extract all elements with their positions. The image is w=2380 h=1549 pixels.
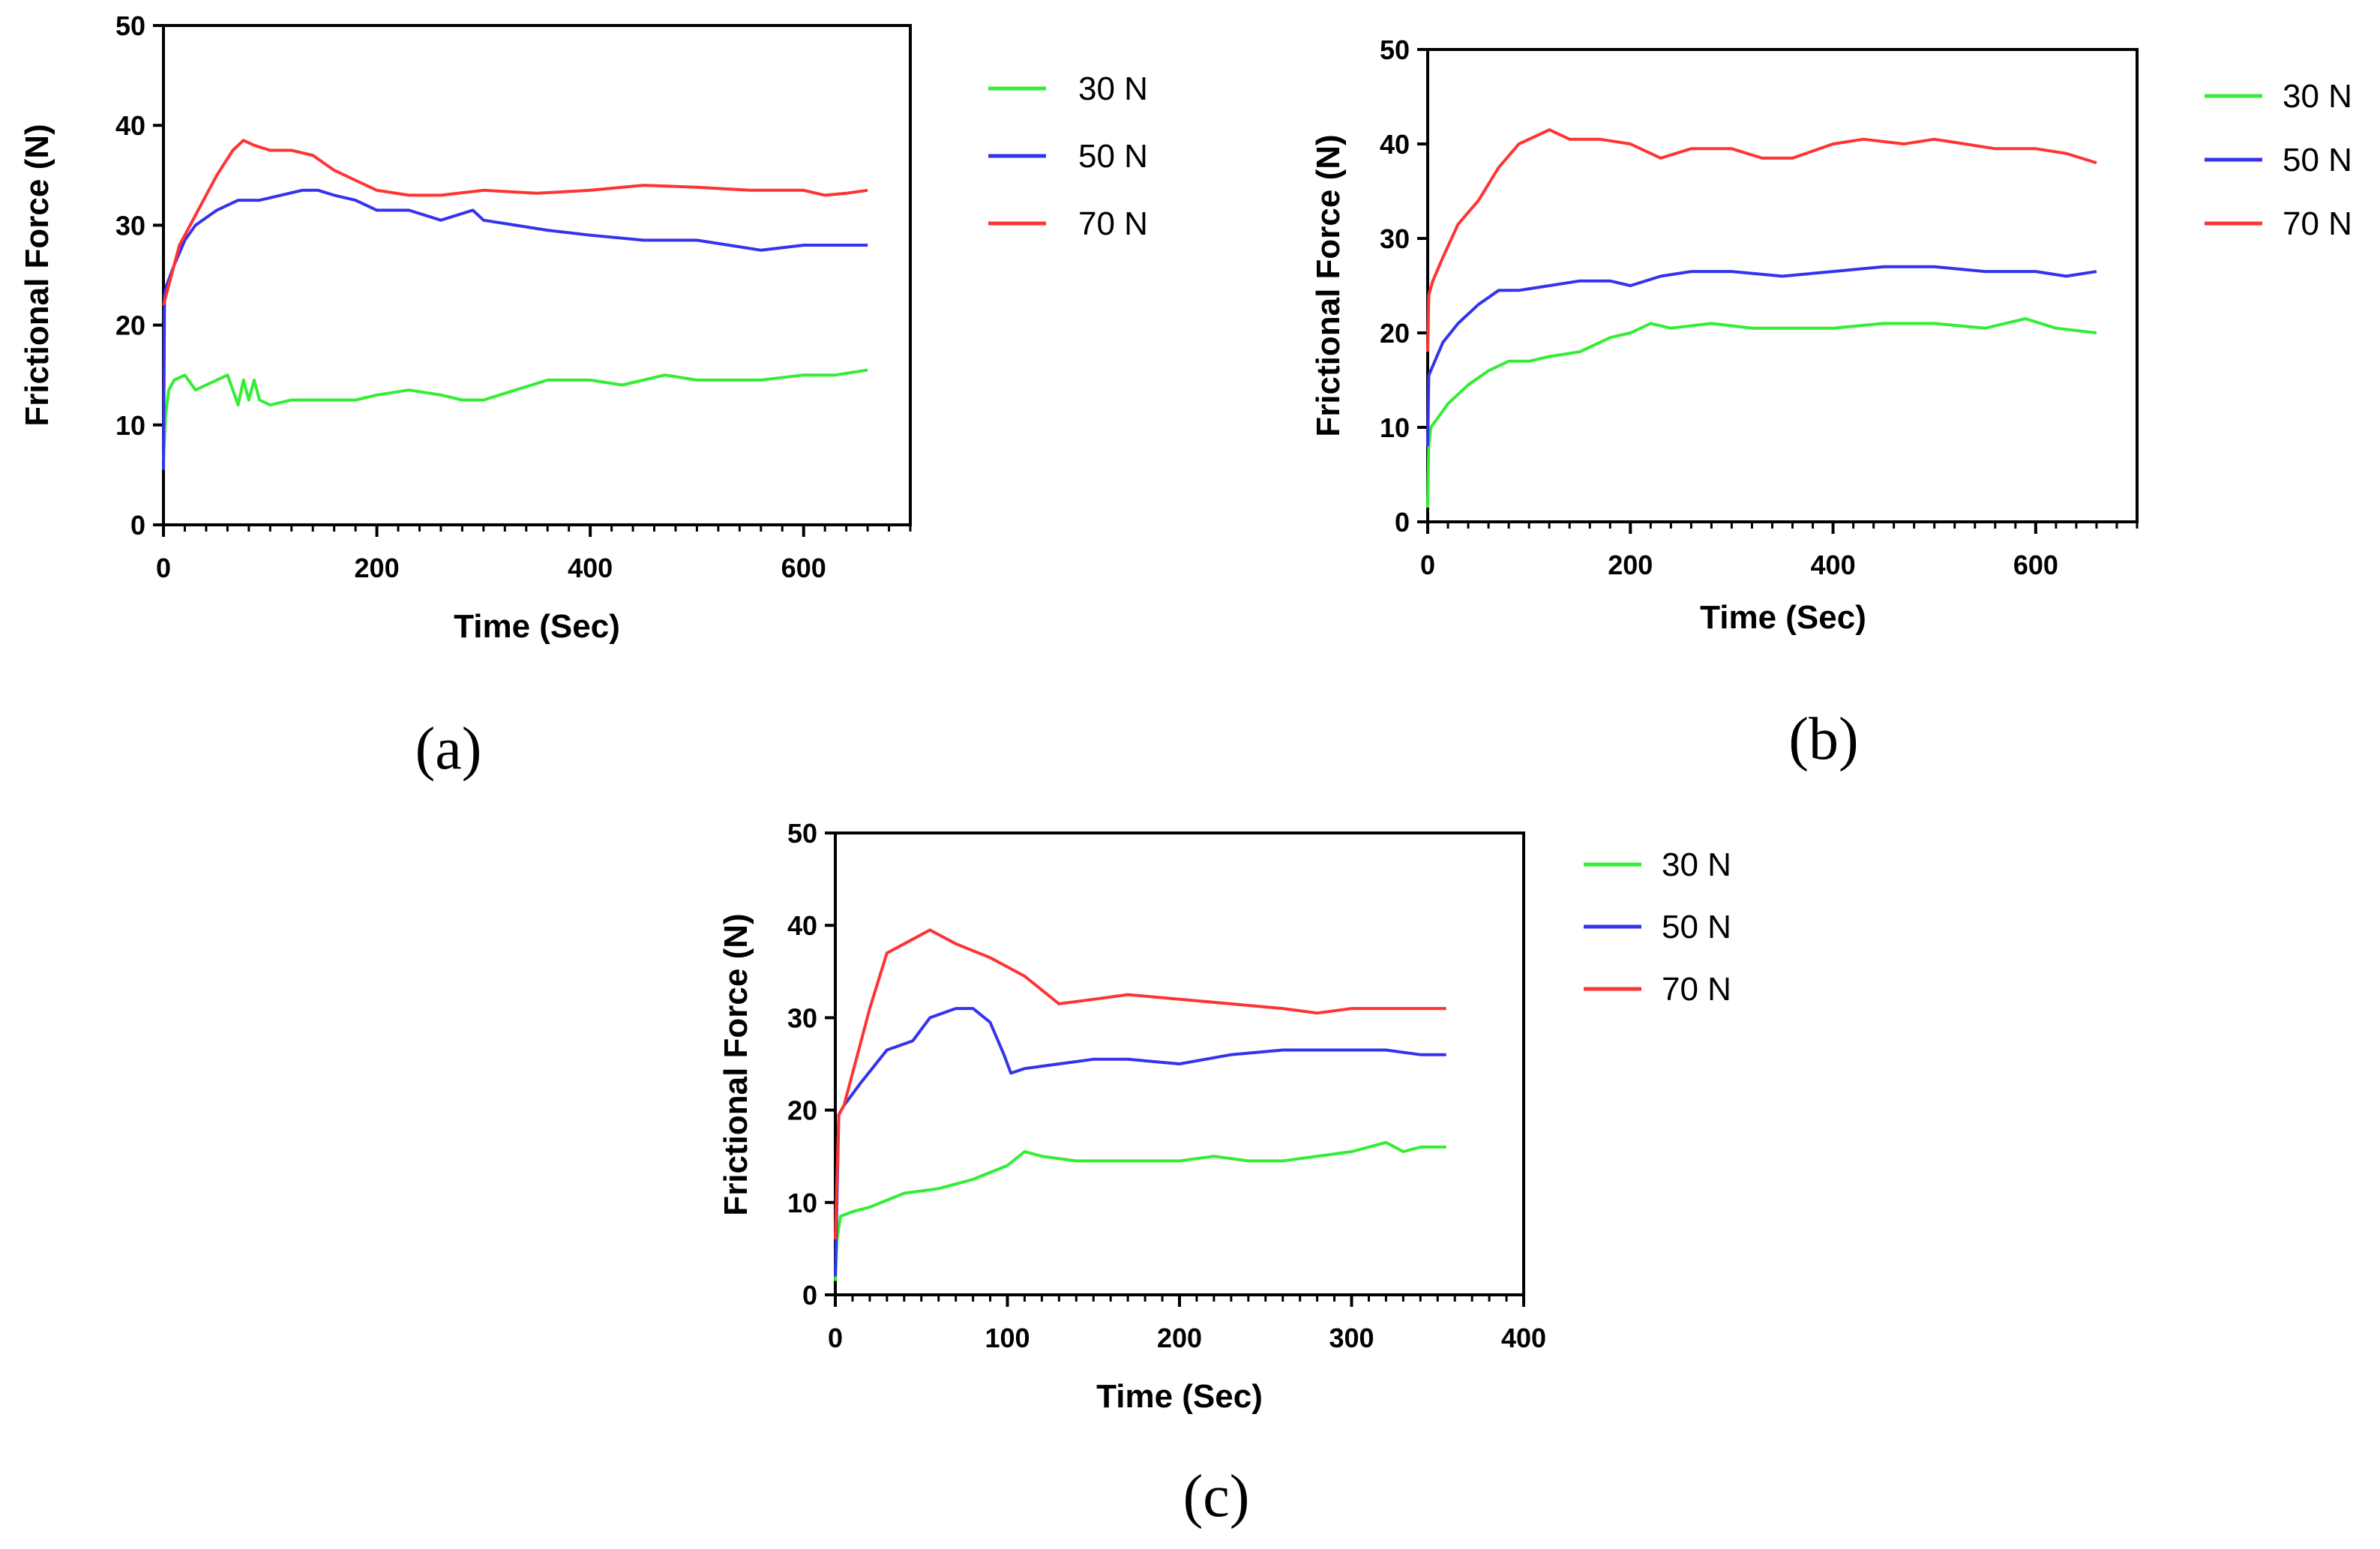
- chart-panel-a: 0 10 20 30 40 50 0 200 400 600 Time (Sec) Frictiona…: [19, 10, 1148, 782]
- x-tick-label: 200: [1608, 550, 1653, 580]
- y-tick-label: 0: [130, 510, 145, 541]
- y-tick-label: 10: [787, 1188, 817, 1218]
- legend-entry: 50 N: [1662, 909, 1731, 945]
- legend-entry: 50 N: [2283, 142, 2352, 178]
- y-tick-label: 10: [115, 410, 145, 441]
- x-axis-title: Time (Sec): [454, 608, 620, 645]
- y-tick-label: 40: [115, 110, 145, 141]
- series-line-70n: [162, 139, 868, 306]
- x-tick-label: 0: [156, 553, 171, 583]
- y-axis-title: Frictional Force (N): [1310, 134, 1347, 436]
- y-tick-label: 30: [115, 210, 145, 241]
- x-tick-label: 300: [1329, 1323, 1374, 1353]
- plot-frame: [162, 24, 912, 526]
- legend-entry: 70 N: [1662, 971, 1731, 1008]
- y-tick-label: 40: [1380, 129, 1410, 160]
- x-axis-title: Time (Sec): [1700, 599, 1866, 636]
- y-tick-label: 30: [787, 1002, 817, 1033]
- series-line-70n: [834, 928, 1446, 1240]
- series-line-30n: [834, 1140, 1446, 1281]
- y-tick-label: 40: [787, 910, 817, 941]
- x-tick-label: 0: [828, 1323, 843, 1353]
- y-axis-title: Frictional Force (N): [718, 913, 754, 1215]
- legend-entry: 70 N: [2283, 205, 2352, 242]
- y-tick-label: 0: [1395, 507, 1410, 538]
- series-line-50n: [1426, 265, 2097, 447]
- series-line-50n: [162, 188, 868, 470]
- y-tick-label: 50: [787, 818, 817, 849]
- y-tick-label: 50: [115, 10, 145, 41]
- x-tick-label: 400: [1811, 550, 1856, 580]
- y-tick-label: 20: [115, 310, 145, 341]
- series-line-70n: [1426, 128, 2097, 352]
- series-line-30n: [1426, 317, 2097, 508]
- series-line-50n: [834, 1007, 1446, 1277]
- series-line-30n: [162, 368, 868, 460]
- chart-panel-b: 0 10 20 30 40 50 0 200 400 600 Time (Sec) Frictiona…: [1310, 34, 2352, 772]
- x-tick-label: 100: [985, 1323, 1030, 1353]
- x-tick-label: 600: [2013, 550, 2058, 580]
- legend-entry: 50 N: [1078, 138, 1148, 175]
- panel-label: (a): [415, 716, 482, 782]
- legend-entry: 70 N: [1078, 205, 1148, 242]
- y-axis-title: Frictional Force (N): [19, 124, 55, 426]
- y-tick-label: 30: [1380, 223, 1410, 254]
- x-tick-label: 200: [355, 553, 400, 583]
- y-tick-label: 20: [787, 1095, 817, 1126]
- x-tick-label: 600: [781, 553, 826, 583]
- y-tick-label: 50: [1380, 34, 1410, 65]
- x-axis-title: Time (Sec): [1096, 1378, 1263, 1415]
- x-tick-label: 0: [1420, 550, 1435, 580]
- x-tick-label: 400: [1501, 1323, 1546, 1353]
- panel-label: (b): [1788, 706, 1858, 772]
- panel-label: (c): [1183, 1464, 1250, 1530]
- x-tick-label: 400: [568, 553, 613, 583]
- plot-frame: [1426, 48, 2139, 523]
- chart-panel-c: 0 10 20 30 40 50 0 100 200 300 400 Time (Sec) Fricti…: [718, 818, 1731, 1530]
- legend-entry: 30 N: [1078, 70, 1148, 107]
- y-tick-label: 0: [802, 1280, 817, 1311]
- x-tick-label: 200: [1157, 1323, 1202, 1353]
- legend-entry: 30 N: [2283, 78, 2352, 115]
- legend-entry: 30 N: [1662, 846, 1731, 883]
- y-tick-label: 20: [1380, 318, 1410, 349]
- y-tick-label: 10: [1380, 412, 1410, 443]
